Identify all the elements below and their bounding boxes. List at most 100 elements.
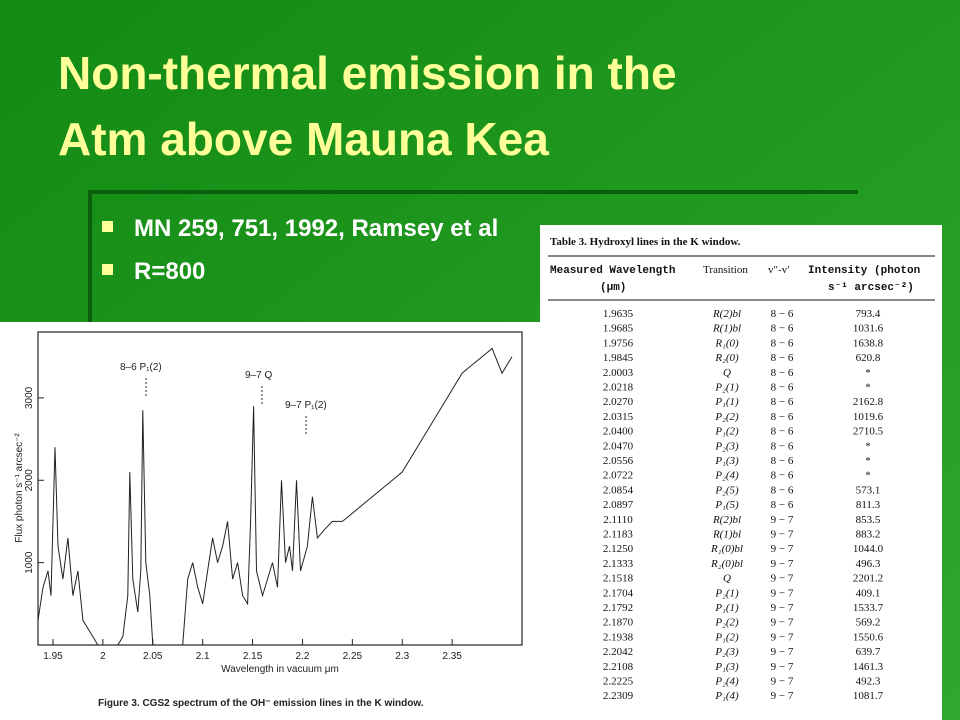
table-cell: 853.5 (856, 514, 881, 526)
table-cell: 9 − 7 (771, 543, 794, 555)
annotation: 9–7 P₁(2) (285, 400, 327, 411)
table-cell: 8 − 6 (771, 440, 794, 452)
annotation: 8–6 P₁(2) (120, 362, 162, 373)
table-cell: 8 − 6 (771, 484, 794, 496)
table-cell: R₂(0)bl (710, 558, 743, 570)
table-cell: 1.9756 (603, 337, 634, 349)
table-cell: R(1)bl (712, 529, 741, 541)
table-cell: 1638.8 (853, 337, 884, 349)
table-cell: 2.0400 (603, 426, 634, 438)
table-cell: P₁(3) (714, 455, 739, 467)
table-cell: P₂(4) (714, 676, 739, 688)
table-cell: 8 − 6 (771, 426, 794, 438)
y-tick-label: 3000 (24, 386, 35, 409)
table-cell: * (865, 382, 871, 394)
table-cell: 8 − 6 (771, 455, 794, 467)
table-cell: 1019.6 (853, 411, 884, 423)
table-cell: R₁(0) (714, 337, 739, 349)
table-cell: 2201.2 (853, 573, 883, 585)
table-cell: 2.1704 (603, 587, 634, 599)
table-cell: 2.0218 (603, 382, 634, 394)
table-cell: R(2)bl (712, 308, 741, 320)
column-header: s⁻¹ arcsec⁻²) (828, 282, 914, 294)
table-cell: 9 − 7 (771, 676, 794, 688)
table: Table 3. Hydroxyl lines in the K window.… (540, 225, 942, 720)
table-cell: P₂(1) (714, 382, 739, 394)
table-cell: 569.2 (856, 617, 881, 629)
table-cell: 2.0470 (603, 440, 634, 452)
table-cell: 8 − 6 (771, 323, 794, 335)
table-cell: 1044.0 (853, 543, 884, 555)
table-cell: 2.2108 (603, 661, 634, 673)
table-cell: 2.1518 (603, 573, 634, 585)
table-cell: 2.2042 (603, 646, 633, 658)
table-cell: 2.0003 (603, 367, 634, 379)
table-cell: 620.8 (856, 352, 881, 364)
table-cell: 883.2 (856, 529, 881, 541)
table-cell: 9 − 7 (771, 646, 794, 658)
table-cell: * (865, 367, 871, 379)
table-cell: R₂(0) (714, 352, 739, 364)
figure-caption: Figure 3. CGS2 spectrum of the OH⁻ emiss… (98, 698, 424, 709)
table-cell: 9 − 7 (771, 573, 794, 585)
column-header: Measured Wavelength (550, 265, 675, 277)
table-cell: R(1)bl (712, 323, 741, 335)
x-tick-label: 2.3 (395, 651, 409, 662)
table-cell: P₂(3) (714, 646, 739, 658)
table-cell: P₂(2) (714, 411, 739, 423)
table-cell: 8 − 6 (771, 352, 794, 364)
y-axis-label: Flux photon s⁻¹ arcsec⁻² (14, 433, 25, 543)
x-tick-label: 1.95 (43, 651, 63, 662)
table-cell: P₂(1) (714, 587, 739, 599)
table-cell: 2.0270 (603, 396, 634, 408)
table-cell: 2.0722 (603, 470, 633, 482)
x-tick-label: 2.1 (196, 651, 210, 662)
y-tick-label: 1000 (24, 551, 35, 574)
x-tick-label: 2.2 (296, 651, 310, 662)
table-cell: Q (723, 573, 731, 585)
table-cell: R₁(0)bl (710, 543, 743, 555)
table-cell: 2.0854 (603, 484, 634, 496)
table-cell: P₁(5) (714, 499, 739, 511)
table-cell: 9 − 7 (771, 617, 794, 629)
table-cell: 9 − 7 (771, 690, 794, 702)
x-tick-label: 2.05 (143, 651, 163, 662)
y-tick-label: 2000 (24, 469, 35, 492)
table-cell: 2.0897 (603, 499, 634, 511)
table-cell: * (865, 455, 871, 467)
table-cell: 492.3 (856, 676, 881, 688)
table-cell: 811.3 (856, 499, 881, 511)
table-cell: 8 − 6 (771, 367, 794, 379)
figure-bg (0, 322, 540, 720)
title: Non-thermal emission in the (58, 47, 677, 99)
table-cell: 8 − 6 (771, 411, 794, 423)
table-cell: 2.0315 (603, 411, 634, 423)
table-cell: * (865, 470, 871, 482)
table-cell: 8 − 6 (771, 396, 794, 408)
column-header: (μm) (600, 282, 626, 294)
table-cell: 9 − 7 (771, 514, 794, 526)
table-cell: 2.1870 (603, 617, 634, 629)
column-header: Transition (703, 264, 748, 276)
bullet: R=800 (134, 258, 205, 285)
table-cell: 2.2309 (603, 690, 634, 702)
table-cell: 9 − 7 (771, 587, 794, 599)
table-cell: 2.1183 (603, 529, 633, 541)
table-cell: 793.4 (856, 308, 881, 320)
table-cell: 1081.7 (853, 690, 884, 702)
annotation: 9–7 Q (245, 370, 272, 381)
divider (88, 190, 858, 194)
table-cell: P₁(1) (714, 396, 739, 408)
table-cell: 1.9635 (603, 308, 634, 320)
table-cell: 8 − 6 (771, 337, 794, 349)
x-tick-label: 2.35 (442, 651, 462, 662)
table-cell: 2.1938 (603, 631, 634, 643)
table-cell: * (865, 440, 871, 452)
table-cell: 1550.6 (853, 631, 884, 643)
table-cell: P₁(4) (714, 690, 739, 702)
table-cell: 1.9685 (603, 323, 634, 335)
spectrum-line (37, 347, 513, 646)
column-header: Intensity (photon (808, 265, 920, 277)
table-cell: 496.3 (856, 558, 881, 570)
